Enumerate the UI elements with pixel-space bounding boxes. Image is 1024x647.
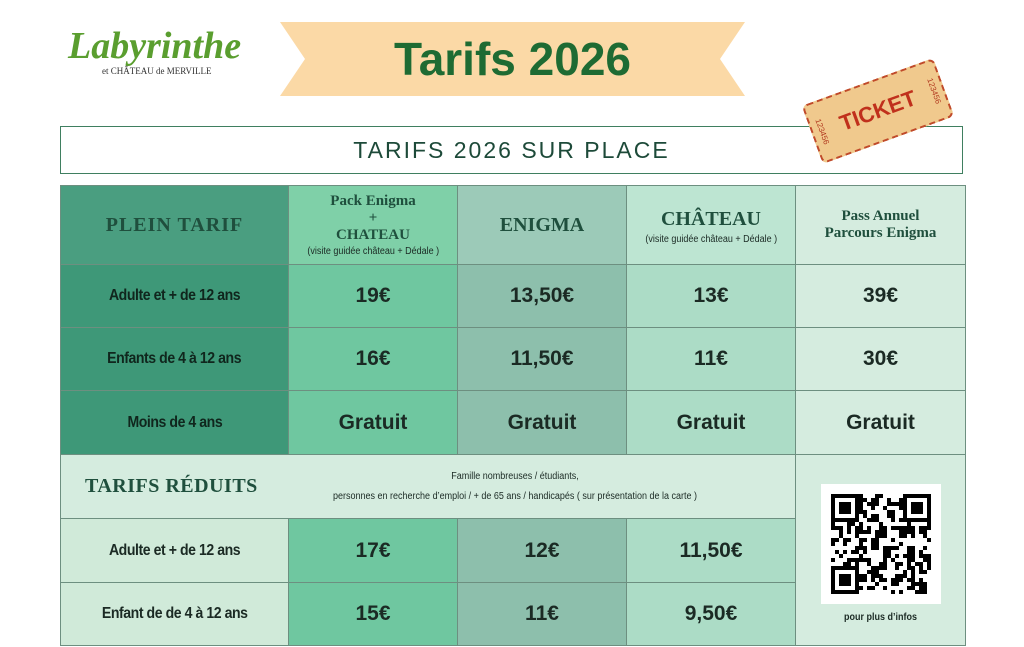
price-cell: 11,50€ — [457, 327, 627, 391]
column-title: CHÂTEAU — [660, 207, 761, 230]
logo-subtitle: et CHÂTEAU de MERVILLE — [102, 66, 212, 76]
price: 13€ — [693, 284, 729, 307]
price-cell: Gratuit — [457, 390, 627, 455]
price: 15€ — [355, 602, 391, 625]
price: 9,50€ — [684, 602, 738, 625]
row-label-cell: Enfant de de 4 à 12 ans — [60, 582, 289, 646]
qr-cell: pour plus d’infos — [795, 454, 966, 646]
price-cell: 19€ — [288, 264, 458, 328]
price: 12€ — [524, 538, 560, 562]
price-cell: 11€ — [626, 327, 796, 391]
header-label: PLEIN TARIF — [105, 213, 244, 236]
price: 11,50€ — [679, 538, 743, 562]
price: 39€ — [862, 284, 899, 307]
column-title: CHATEAU — [336, 227, 410, 243]
price: 16€ — [355, 347, 391, 370]
row-label: Enfant de de 4 à 12 ans — [101, 605, 248, 622]
price-cell: 30€ — [795, 327, 966, 391]
price-cell: 12€ — [457, 518, 627, 583]
price-cell: 16€ — [288, 327, 458, 391]
banner-shape — [280, 22, 745, 96]
column-header: CHÂTEAU (visite guidée château + Dédale ) — [626, 185, 796, 265]
price: 19€ — [355, 284, 391, 307]
column-title: Pass Annuel — [841, 208, 920, 224]
logo: Labyrinthe et CHÂTEAU de MERVILLE — [68, 26, 241, 76]
price-cell: Gratuit — [626, 390, 796, 455]
row-label: Adulte et + de 12 ans — [108, 541, 241, 559]
row-label: Adulte et + de 12 ans — [108, 287, 241, 304]
heading: TARIFS 2026 SUR PLACE — [60, 126, 963, 174]
price: 11€ — [525, 602, 559, 625]
row-label-cell: Enfants de 4 à 12 ans — [60, 327, 289, 391]
price: 13,50€ — [509, 284, 575, 307]
row-label-cell: Moins de 4 ans — [60, 390, 289, 455]
price: Gratuit — [338, 410, 408, 434]
price-cell: Gratuit — [795, 390, 966, 455]
price-cell: 13€ — [626, 264, 796, 328]
reduced-note-line: Famille nombreuses / étudiants, — [451, 470, 579, 482]
column-header: ENIGMA — [457, 185, 627, 265]
price-cell: 17€ — [288, 518, 458, 583]
price-cell: Gratuit — [288, 390, 458, 455]
row-label: Moins de 4 ans — [127, 413, 222, 431]
price-cell: 15€ — [288, 582, 458, 646]
price: Gratuit — [676, 410, 746, 434]
reduced-header: TARIFS RÉDUITS Famille nombreuses / étudi… — [60, 454, 796, 519]
column-note: (visite guidée château + Dédale ) — [307, 246, 439, 257]
price-cell: 13,50€ — [457, 264, 627, 328]
column-header: Pack Enigma + CHATEAU (visite guidée châtea… — [288, 185, 458, 265]
price-cell: 11,50€ — [626, 518, 796, 583]
column-title: Parcours Enigma — [824, 225, 937, 241]
row-label-cell: Adulte et + de 12 ans — [60, 264, 289, 328]
price: 17€ — [355, 538, 391, 562]
reduced-note-line: personnes en recherche d’emploi / + de 6… — [333, 490, 697, 502]
price: 11€ — [694, 347, 728, 370]
price-cell: 9,50€ — [626, 582, 796, 646]
price: 11,50€ — [510, 347, 574, 370]
banner-title: Tarifs 2026 — [394, 33, 631, 85]
price-cell: 11€ — [457, 582, 627, 646]
column-title: ENIGMA — [499, 214, 585, 236]
price: 30€ — [862, 347, 899, 370]
column-title: + — [368, 210, 378, 226]
column-title: Pack Enigma — [330, 193, 416, 209]
row-label: Enfants de 4 à 12 ans — [107, 350, 242, 367]
logo-name: Labyrinthe — [68, 25, 242, 67]
reduced-label: TARIFS RÉDUITS — [85, 475, 258, 497]
qr-code — [820, 483, 941, 604]
qr-caption: pour plus d’infos — [843, 611, 917, 623]
header-cell: PLEIN TARIF — [60, 185, 289, 265]
column-note: (visite guidée château + Dédale ) — [645, 233, 777, 245]
row-label-cell: Adulte et + de 12 ans — [60, 518, 289, 583]
column-header: Pass Annuel Parcours Enigma — [795, 185, 966, 265]
price: Gratuit — [846, 410, 915, 434]
price-cell: 39€ — [795, 264, 966, 328]
price: Gratuit — [507, 410, 577, 434]
reduced-note: Famille nombreuses / étudiants, personnes… — [275, 467, 755, 507]
